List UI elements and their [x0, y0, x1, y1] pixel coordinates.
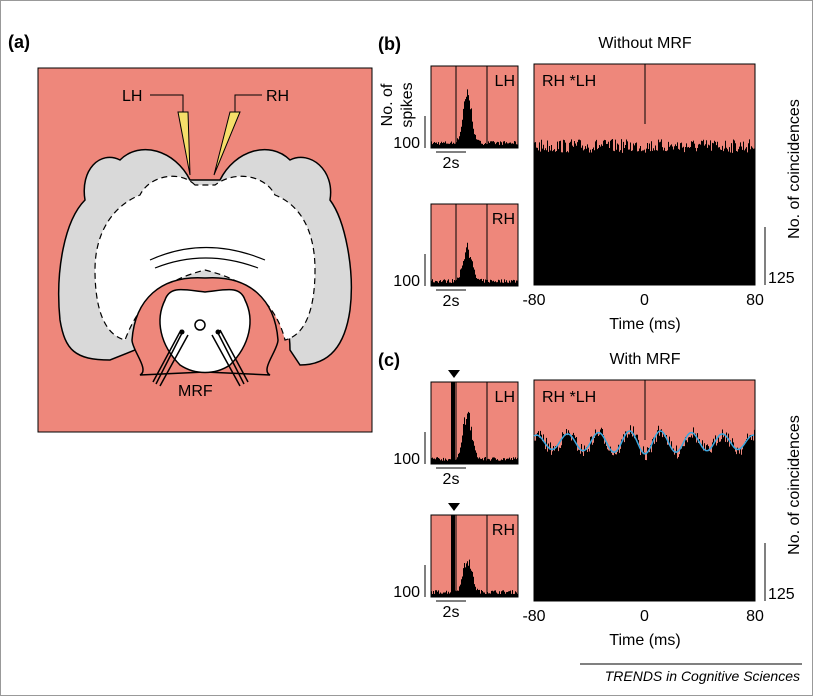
x-tick-label: -80	[522, 608, 545, 625]
site-label: MRF	[178, 383, 213, 400]
time-label: 2s	[443, 155, 460, 172]
stimulus-bar	[451, 382, 455, 464]
stimulus-marker	[448, 370, 460, 378]
time-label: 2s	[443, 293, 460, 310]
x-axis-label: Time (ms)	[609, 316, 680, 333]
histogram-frame	[430, 514, 519, 598]
histogram-label: LH	[495, 389, 515, 406]
y-axis-label: No. of coincidences	[786, 99, 803, 239]
time-label: 2s	[443, 471, 460, 488]
panel-label: (c)	[378, 350, 400, 370]
scale-label: 100	[393, 135, 420, 152]
panel-title: With MRF	[609, 351, 680, 368]
x-tick-label: 0	[640, 292, 649, 309]
stimulus-bar	[451, 515, 455, 597]
histogram-shape	[431, 411, 518, 464]
stimulus-marker	[448, 503, 460, 511]
correlogram-shape	[534, 139, 755, 285]
panel-title: Without MRF	[598, 35, 692, 52]
scale-label: 100	[393, 273, 420, 290]
x-tick-label: 80	[746, 608, 764, 625]
correlogram-shape	[534, 425, 755, 601]
x-tick-label: 80	[746, 292, 764, 309]
histogram-label: RH	[492, 211, 515, 228]
electrode-label: RH	[266, 88, 289, 105]
histogram-shape	[431, 89, 518, 148]
correlogram-label: RH *LH	[542, 389, 596, 406]
y-axis-label: No. of coincidences	[786, 415, 803, 555]
scale-label: 100	[393, 451, 420, 468]
scale-label: 125	[768, 270, 795, 287]
histogram-label: RH	[492, 522, 515, 539]
fit-curve	[533, 430, 755, 455]
brain-drawing	[57, 94, 353, 387]
y-axis-label: No. of spikes	[379, 82, 416, 127]
panel-label: (a)	[8, 32, 30, 52]
x-tick-label: 0	[640, 608, 649, 625]
x-tick-label: -80	[522, 292, 545, 309]
scale-label: 125	[768, 586, 795, 603]
x-axis-label: Time (ms)	[609, 632, 680, 649]
time-label: 2s	[443, 604, 460, 621]
panel-label: (b)	[378, 34, 401, 54]
correlogram-label: RH *LH	[542, 73, 596, 90]
histogram-label: LH	[495, 73, 515, 90]
histogram-shape	[431, 242, 518, 286]
y-axis-label-line: spikes	[399, 82, 416, 127]
histogram-shape	[431, 559, 518, 597]
y-axis-label-line: No. of	[379, 83, 396, 126]
footer: TRENDS in Cognitive Sciences	[605, 668, 800, 684]
electrode-label: LH	[122, 88, 142, 105]
scale-label: 100	[393, 584, 420, 601]
